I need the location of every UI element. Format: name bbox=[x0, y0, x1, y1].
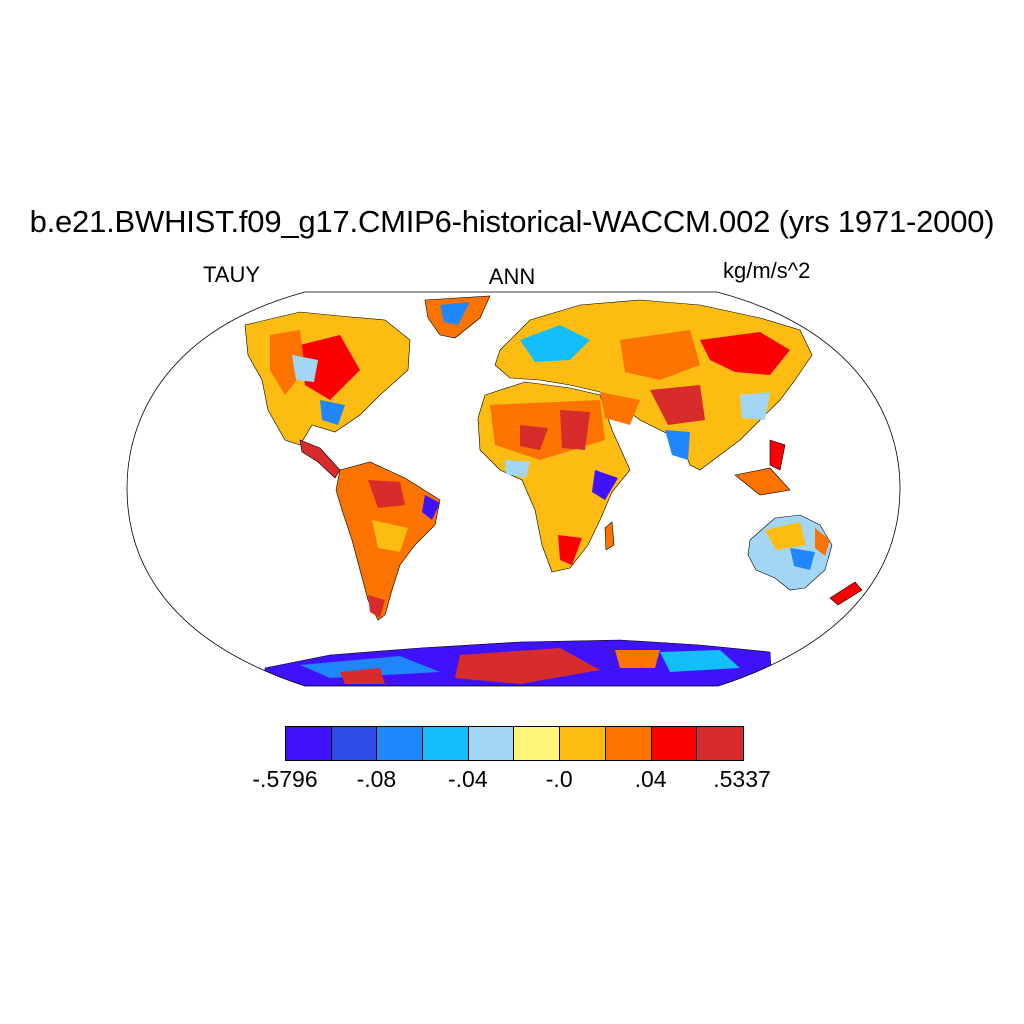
colorbar-tick-label: -.0 bbox=[545, 766, 573, 792]
variable-label: TAUY bbox=[203, 262, 261, 287]
colorbar-box-2 bbox=[377, 727, 424, 760]
units-label: kg/m/s^2 bbox=[723, 258, 811, 283]
colorbar-tick-label: -.5796 bbox=[252, 766, 318, 792]
colorbar-tick-label: .04 bbox=[634, 766, 667, 792]
colorbar-box-0 bbox=[286, 727, 332, 760]
colorbar-box-7 bbox=[605, 727, 652, 760]
map-border bbox=[126, 291, 901, 687]
colorbar-tick-label: -.04 bbox=[447, 766, 488, 792]
colorbar-box-6 bbox=[560, 727, 606, 760]
season-label: ANN bbox=[488, 264, 536, 289]
region-central-america bbox=[299, 439, 341, 479]
colorbar-box-9 bbox=[697, 727, 743, 760]
colorbar-box-3 bbox=[423, 727, 469, 760]
colorbar-box-1 bbox=[331, 727, 378, 760]
colorbar bbox=[285, 726, 744, 761]
colorbar-tick-label: .5337 bbox=[713, 766, 771, 792]
land-field bbox=[244, 295, 863, 686]
colorbar-box-4 bbox=[468, 727, 515, 760]
colorbar-tick-label: -.08 bbox=[356, 766, 397, 792]
colorbar-box-8 bbox=[651, 727, 698, 760]
plot-title: b.e21.BWHIST.f09_g17.CMIP6-historical-WA… bbox=[29, 204, 995, 239]
colorbar-box-5 bbox=[514, 727, 561, 760]
